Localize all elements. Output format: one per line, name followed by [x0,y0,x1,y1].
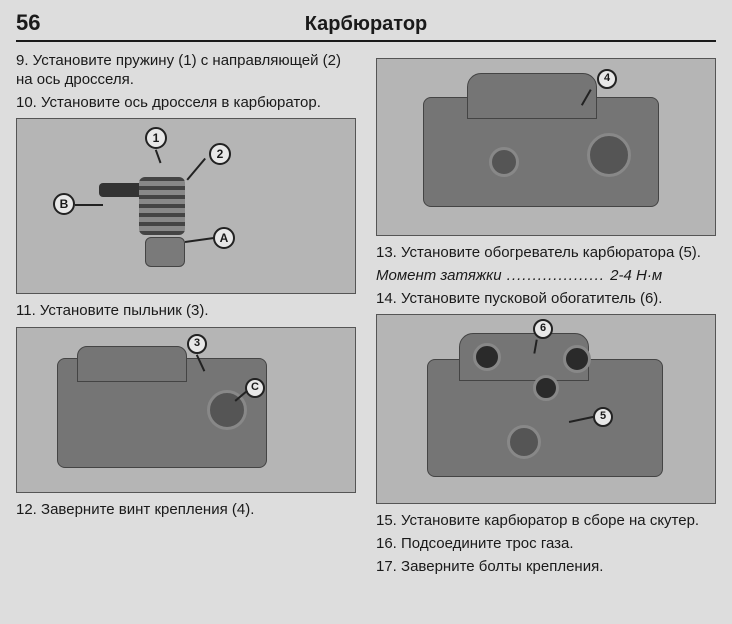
page-header: 56 Карбюратор [16,10,716,42]
step-17: 17. Заверните болты крепления. [376,558,716,577]
carb-top-shape [77,346,187,382]
step-11: 11. Установите пыльник (3). [16,302,356,321]
left-column: 9. Установите пружину (1) с направляющей… [16,52,356,581]
callout-B: B [53,193,75,215]
carb-top-shape [467,73,597,119]
port-shape [489,147,519,177]
step-13: 13. Установите обогреватель карбюратора … [376,244,716,263]
callout-2: 2 [209,143,231,165]
callout-A: A [213,227,235,249]
leader-line [155,150,161,164]
figure-carb-boot: 3 C [16,327,356,493]
callout-3: 3 [187,334,207,354]
torque-label: Момент затяжки [376,267,502,284]
lever-shape [145,237,185,267]
step-10: 10. Установите ось дросселя в карбюратор… [16,94,356,113]
callout-4: 4 [597,69,617,89]
right-column: 4 13. Установите обогреватель карбюратор… [376,52,716,581]
torque-value: 2-4 Н·м [610,267,662,284]
content-columns: 9. Установите пружину (1) с направляющей… [16,52,716,581]
leader-line [75,204,103,206]
step-12: 12. Заверните винт крепления (4). [16,501,356,520]
callout-1: 1 [145,127,167,149]
step-14: 14. Установите пусковой обогатитель (6). [376,290,716,309]
port-shape [507,425,541,459]
port-shape [587,133,631,177]
leader-line [185,237,215,243]
step-9: 9. Установите пружину (1) с направляющей… [16,52,356,90]
step-16: 16. Подсоедините трос газа. [376,535,716,554]
callout-C: C [245,378,265,398]
page-title: Карбюратор [16,13,716,36]
spring-shape [139,177,185,235]
figure-carb-heater: 4 [376,58,716,236]
figure-spring-assembly: 1 2 A B [16,118,356,294]
figure-carb-enricher: 6 5 [376,314,716,504]
torque-dots [502,267,611,284]
leader-line [186,158,205,180]
torque-spec: Момент затяжки 2-4 Н·м [376,267,716,286]
step-15: 15. Установите карбюратор в сборе на ску… [376,512,716,531]
